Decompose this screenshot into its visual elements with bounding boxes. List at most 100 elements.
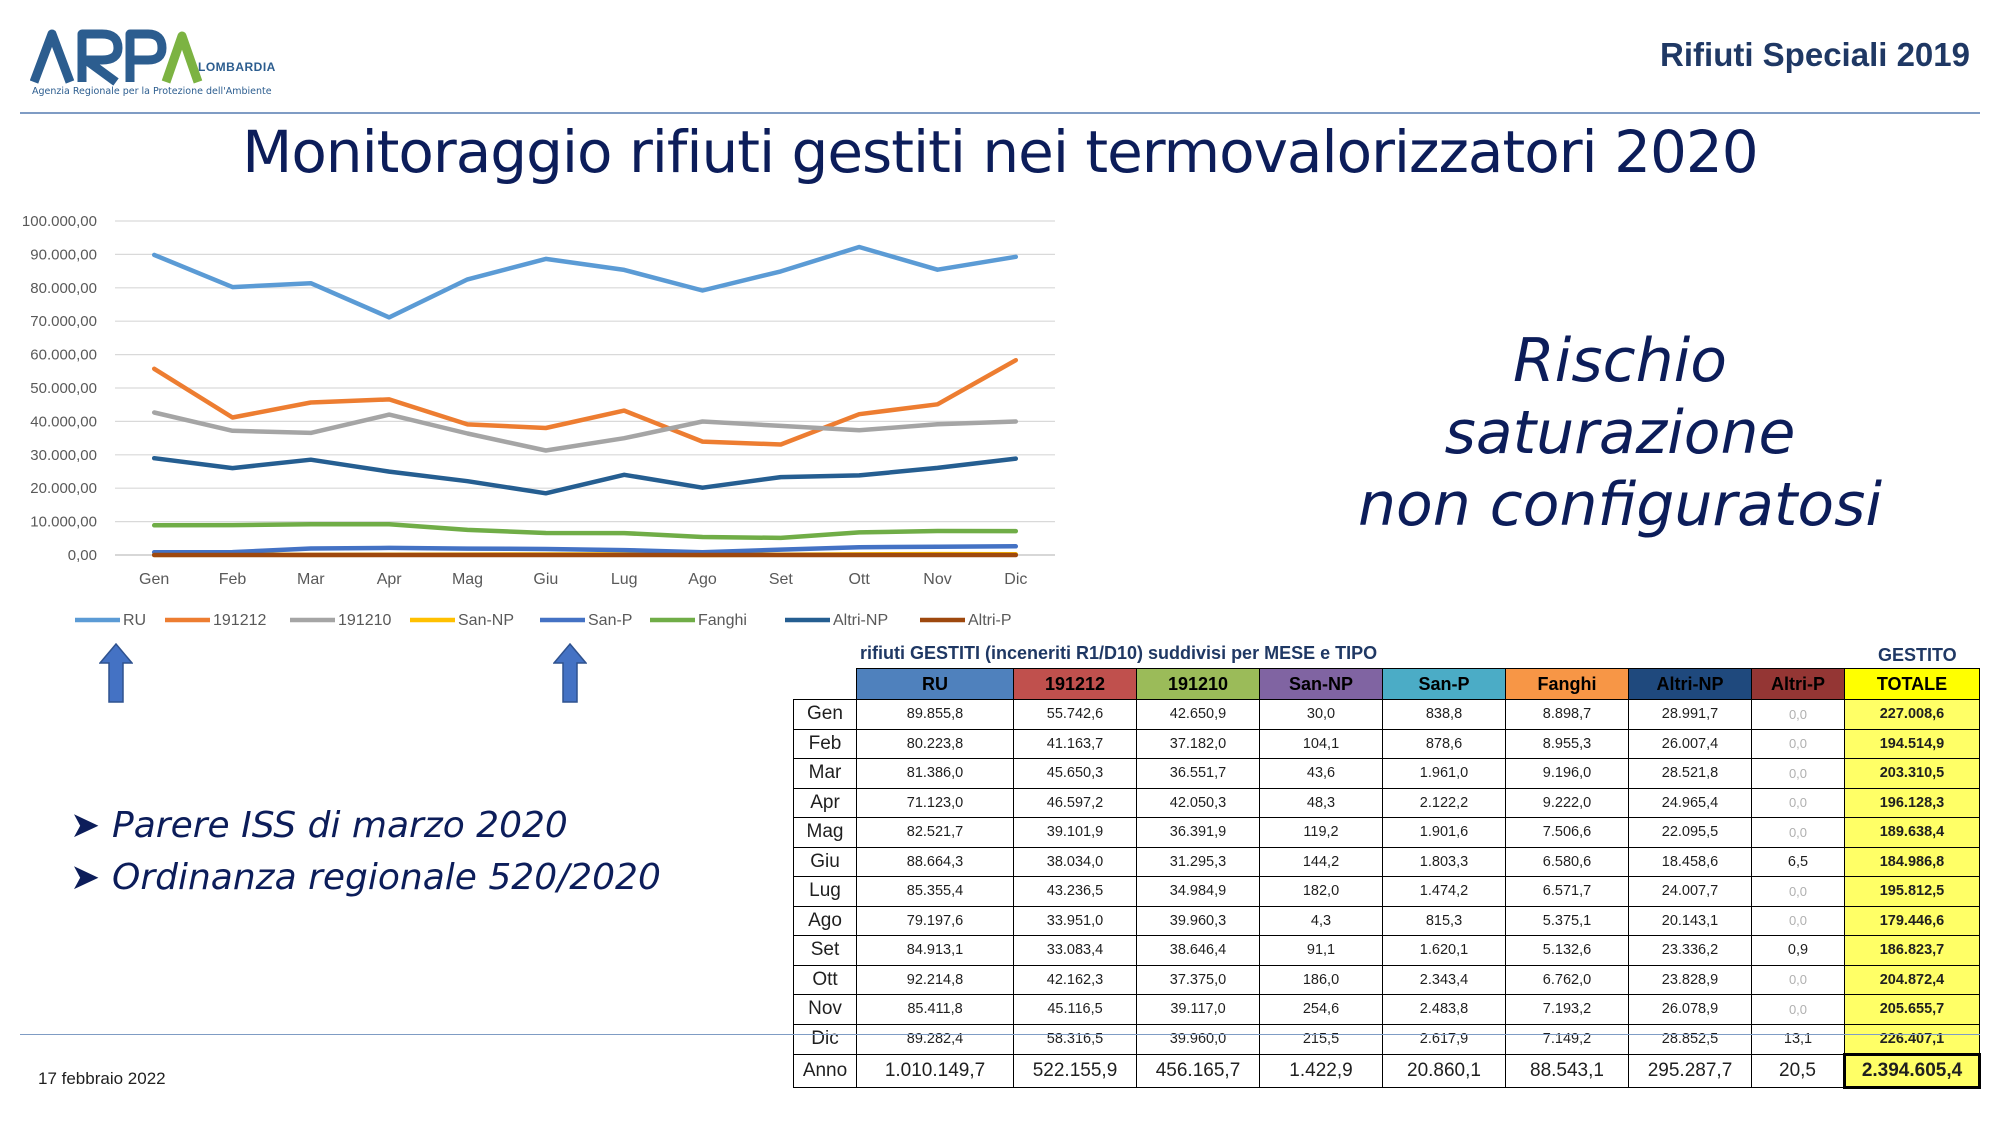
series-line-191210 bbox=[151, 410, 1019, 453]
side-note: Rischio saturazione non configuratosi bbox=[1340, 325, 1900, 541]
column-header: San-NP bbox=[1259, 668, 1383, 700]
table-cell: 39.117,0 bbox=[1136, 994, 1260, 1025]
table-cell: 31.295,3 bbox=[1136, 846, 1260, 877]
table-row: Feb 80.223,8 41.163,7 37.182,0 104,1 878,6 8.9… bbox=[793, 728, 1980, 759]
y-tick-label: 50.000,00 bbox=[30, 380, 97, 397]
table-cell: 2.617,9 bbox=[1382, 1023, 1506, 1055]
side-note-line-2: saturazione bbox=[1444, 398, 1796, 468]
row-label: Mag bbox=[793, 817, 857, 848]
row-label: Lug bbox=[793, 876, 857, 907]
top-divider bbox=[20, 112, 1980, 114]
table-cell: 36.551,7 bbox=[1136, 758, 1260, 789]
table-cell: 0,0 bbox=[1751, 817, 1845, 848]
table-header-row: RU 191212 191210 San-NP San-P Fanghi Altri-NP A… bbox=[794, 668, 1980, 700]
table-cell: 2.394.605,4 bbox=[1843, 1053, 1981, 1089]
table-cell: 42.050,3 bbox=[1136, 787, 1260, 818]
column-header: Altri-P bbox=[1751, 668, 1845, 700]
table-cell: 37.182,0 bbox=[1136, 728, 1260, 759]
gestito-label: GESTITO bbox=[1878, 645, 1957, 665]
table-cell: 38.034,0 bbox=[1013, 846, 1137, 877]
table-row: Gen 89.855,8 55.742,6 42.650,9 30,0 838,8 8.89… bbox=[793, 699, 1980, 730]
table-cell: 456.165,7 bbox=[1136, 1054, 1260, 1088]
table-cell: 194.514,9 bbox=[1844, 728, 1980, 759]
table-cell: 20.143,1 bbox=[1628, 905, 1752, 936]
table-cell: 186,0 bbox=[1259, 964, 1383, 995]
table-cell: 7.149,2 bbox=[1505, 1023, 1629, 1055]
series-line-Fanghi bbox=[151, 521, 1019, 541]
table-cell: 1.620,1 bbox=[1382, 935, 1506, 966]
table-cell: 33.951,0 bbox=[1013, 905, 1137, 936]
column-header: Fanghi bbox=[1505, 668, 1629, 700]
table-body: Gen 89.855,8 55.742,6 42.650,9 30,0 838,8 8.89… bbox=[793, 699, 1981, 1089]
table-cell: 8.898,7 bbox=[1505, 699, 1629, 730]
bullet-item: ➤ Ordinanza regionale 520/2020 bbox=[70, 852, 661, 904]
legend-label: RU bbox=[123, 612, 146, 629]
side-note-line-1: Rischio bbox=[1512, 326, 1727, 396]
table-cell: 204.872,4 bbox=[1844, 964, 1980, 995]
x-tick-label: Mag bbox=[452, 571, 483, 588]
table-cell: 226.407,1 bbox=[1844, 1023, 1980, 1055]
series-line-San-P bbox=[151, 544, 1019, 555]
table-cell: 6.571,7 bbox=[1505, 876, 1629, 907]
chart-legend: RU 191212 191210 San-NP San-P Fanghi Altri-NP A… bbox=[75, 612, 1012, 629]
table-row: Mar 81.386,0 45.650,3 36.551,7 43,6 1.961,0 9.… bbox=[793, 758, 1980, 789]
y-tick-label: 90.000,00 bbox=[30, 246, 97, 263]
table-cell: 6.580,6 bbox=[1505, 846, 1629, 877]
table-cell: 0,0 bbox=[1751, 758, 1845, 789]
legend-label: 191210 bbox=[338, 612, 391, 629]
y-tick-label: 30.000,00 bbox=[30, 447, 97, 464]
x-tick-label: Dic bbox=[1004, 571, 1027, 588]
arrow-up-icon bbox=[553, 643, 587, 703]
table-row: Apr 71.123,0 46.597,2 42.050,3 48,3 2.122,2 9.… bbox=[793, 787, 1980, 818]
table-cell: 28.852,5 bbox=[1628, 1023, 1752, 1055]
column-header: RU bbox=[856, 668, 1014, 700]
table-cell: 7.506,6 bbox=[1505, 817, 1629, 848]
table-cell: 28.521,8 bbox=[1628, 758, 1752, 789]
row-label: Ott bbox=[793, 964, 857, 995]
table-cell: 22.095,5 bbox=[1628, 817, 1752, 848]
row-label: Dic bbox=[793, 1023, 857, 1055]
x-tick-label: Lug bbox=[611, 571, 638, 588]
row-label: Feb bbox=[793, 728, 857, 759]
table-cell: 23.828,9 bbox=[1628, 964, 1752, 995]
waste-table: RU 191212 191210 San-NP San-P Fanghi Altri-NP A… bbox=[793, 668, 1981, 1089]
table-cell: 0,0 bbox=[1751, 994, 1845, 1025]
table-cell: 82.521,7 bbox=[856, 817, 1014, 848]
table-total-row: Anno 1.010.149,7 522.155,9 456.165,7 1.422,9… bbox=[793, 1053, 1981, 1089]
column-header: 191210 bbox=[1136, 668, 1260, 700]
table-cell: 33.083,4 bbox=[1013, 935, 1137, 966]
table-cell: 195.812,5 bbox=[1844, 876, 1980, 907]
table-row: Ago 79.197,6 33.951,0 39.960,3 4,3 815,3 5.375… bbox=[793, 905, 1980, 936]
table-cell: 1.010.149,7 bbox=[856, 1054, 1014, 1088]
table-cell: 26.007,4 bbox=[1628, 728, 1752, 759]
table-cell: 58.316,5 bbox=[1013, 1023, 1137, 1055]
table-cell: 24.007,7 bbox=[1628, 876, 1752, 907]
table-cell: 30,0 bbox=[1259, 699, 1383, 730]
table-cell: 4,3 bbox=[1259, 905, 1383, 936]
table-cell: 1.961,0 bbox=[1382, 758, 1506, 789]
table-cell: 119,2 bbox=[1259, 817, 1383, 848]
table-cell: 23.336,2 bbox=[1628, 935, 1752, 966]
table-cell: 0,0 bbox=[1751, 905, 1845, 936]
table-cell: 522.155,9 bbox=[1013, 1054, 1137, 1088]
chart-grid bbox=[115, 220, 1055, 556]
table-cell: 13,1 bbox=[1751, 1023, 1845, 1055]
table-cell: 38.646,4 bbox=[1136, 935, 1260, 966]
table-cell: 7.193,2 bbox=[1505, 994, 1629, 1025]
table-cell: 88.543,1 bbox=[1505, 1054, 1629, 1088]
table-cell: 186.823,7 bbox=[1844, 935, 1980, 966]
table-cell: 2.343,4 bbox=[1382, 964, 1506, 995]
table-cell: 0,0 bbox=[1751, 787, 1845, 818]
column-header: 191212 bbox=[1013, 668, 1137, 700]
table-cell: 18.458,6 bbox=[1628, 846, 1752, 877]
table-cell: 184.986,8 bbox=[1844, 846, 1980, 877]
slide-title: Monitoraggio rifiuti gestiti nei termova… bbox=[242, 118, 1758, 186]
table-cell: 39.960,0 bbox=[1136, 1023, 1260, 1055]
arrow-up-icon bbox=[99, 643, 133, 703]
y-tick-label: 0,00 bbox=[68, 547, 97, 564]
table-cell: 39.960,3 bbox=[1136, 905, 1260, 936]
table-cell: 42.162,3 bbox=[1013, 964, 1137, 995]
table-cell: 46.597,2 bbox=[1013, 787, 1137, 818]
table-corner bbox=[794, 669, 857, 700]
table-cell: 1.422,9 bbox=[1259, 1054, 1383, 1088]
